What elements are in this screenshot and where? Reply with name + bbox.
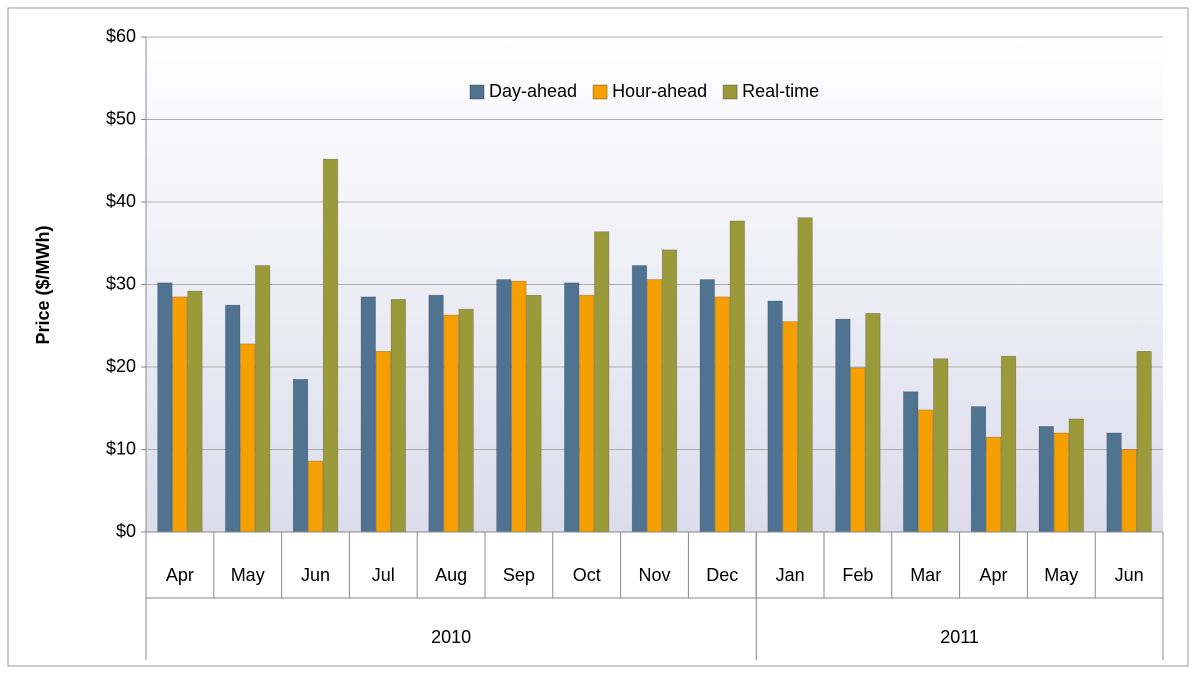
bar	[360, 296, 376, 533]
legend-swatch	[469, 84, 485, 100]
y-tick-label: $50	[106, 108, 136, 128]
bar	[225, 304, 241, 533]
x-tick-label: Sep	[503, 565, 535, 585]
bar	[458, 308, 474, 533]
x-tick-label: Apr	[166, 565, 194, 585]
bar	[1136, 350, 1152, 533]
bar	[1068, 418, 1084, 533]
bar	[428, 294, 444, 533]
x-tick-label: Jun	[301, 565, 330, 585]
bar	[292, 379, 309, 533]
bar	[865, 313, 881, 533]
x-tick-label: Jan	[776, 565, 805, 585]
bar	[918, 409, 934, 533]
x-tick-label: Nov	[638, 565, 670, 585]
bar	[511, 280, 527, 533]
bar	[1106, 432, 1122, 533]
x-tick-label: May	[1044, 565, 1078, 585]
bar	[714, 296, 730, 533]
legend-swatch	[592, 84, 608, 100]
y-tick-label: $20	[106, 356, 136, 376]
bar	[1121, 449, 1137, 533]
bar	[1053, 432, 1069, 533]
bar	[322, 158, 339, 533]
bar	[729, 220, 745, 533]
y-tick-label: $0	[116, 521, 136, 541]
bar	[375, 350, 391, 533]
x-tick-label: Aug	[435, 565, 467, 585]
x-tick-label: Oct	[573, 565, 601, 585]
y-axis-label: Price ($/MWh)	[33, 225, 53, 344]
bar	[496, 279, 512, 533]
bar	[307, 460, 324, 533]
bar	[970, 406, 987, 533]
bar	[594, 231, 610, 533]
bar	[1000, 355, 1017, 533]
y-tick-label: $30	[106, 273, 136, 293]
legend-label: Day-ahead	[489, 81, 577, 101]
bar	[1038, 426, 1054, 533]
bar	[187, 290, 203, 533]
bar	[782, 321, 798, 533]
x-tick-label: Dec	[706, 565, 738, 585]
bar	[631, 265, 648, 533]
x-tick-label: Feb	[842, 565, 873, 585]
y-tick-label: $60	[106, 26, 136, 46]
bar	[390, 299, 406, 533]
legend-label: Real-time	[742, 81, 819, 101]
bar	[172, 296, 188, 533]
y-tick-label: $10	[106, 438, 136, 458]
x-tick-label: Apr	[979, 565, 1007, 585]
bar	[579, 294, 595, 533]
bar	[767, 300, 783, 533]
bar	[699, 279, 715, 533]
bar	[933, 358, 949, 533]
bar	[646, 279, 663, 533]
bar	[835, 318, 851, 533]
x-tick-label: Mar	[910, 565, 941, 585]
y-tick-label: $40	[106, 191, 136, 211]
bar	[157, 282, 173, 533]
bar	[240, 343, 256, 533]
bar	[526, 294, 542, 533]
bar	[255, 265, 271, 533]
bar	[903, 391, 919, 533]
legend-label: Hour-ahead	[612, 81, 707, 101]
bar	[443, 314, 459, 533]
group-label: 2010	[431, 627, 471, 647]
bar	[985, 436, 1002, 533]
x-tick-label: Jun	[1115, 565, 1144, 585]
group-label: 2011	[940, 627, 979, 647]
bar	[564, 282, 580, 533]
x-tick-label: Jul	[372, 565, 395, 585]
legend-swatch	[722, 84, 738, 100]
bar	[850, 367, 866, 533]
x-tick-label: May	[231, 565, 265, 585]
bar	[661, 249, 678, 533]
bar	[797, 217, 813, 533]
